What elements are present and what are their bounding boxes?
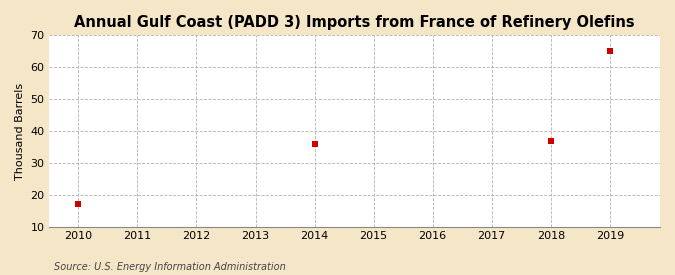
Y-axis label: Thousand Barrels: Thousand Barrels — [15, 82, 25, 180]
Title: Annual Gulf Coast (PADD 3) Imports from France of Refinery Olefins: Annual Gulf Coast (PADD 3) Imports from … — [74, 15, 634, 30]
Text: Source: U.S. Energy Information Administration: Source: U.S. Energy Information Administ… — [54, 262, 286, 272]
